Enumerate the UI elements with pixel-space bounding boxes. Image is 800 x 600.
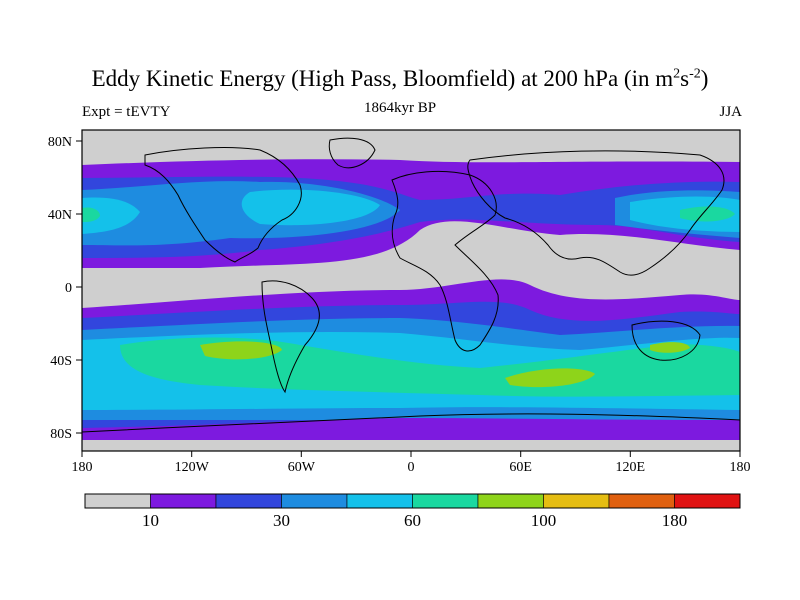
colorbar-swatch [346,493,413,509]
colorbar-labels: 10 30 60 100 180 [142,511,687,530]
experiment-label: Expt = tEVTY [82,104,171,120]
coastlines [82,137,740,433]
lon-label-120w: 120W [175,460,210,475]
colorbar-swatch [543,493,610,509]
lat-label-80n: 80N [48,135,72,150]
europe-africa-outline [391,170,499,352]
lon-label-60w: 60W [288,460,316,475]
colorbar-label-30: 30 [273,511,290,530]
sh-band-level-6a [200,341,282,360]
greenland-outline [328,137,376,169]
colorbar-swatch [150,493,217,509]
lon-axis: 180 120W 60W 0 60E 120E 180 [72,451,751,475]
colorbar-label-180: 180 [662,511,688,530]
nh-band-level-5 [680,206,735,222]
chart-title: Eddy Kinetic Energy (High Pass, Bloomfie… [91,66,709,91]
sh-polar-level-1 [82,418,740,440]
nh-band-level-5b [82,207,100,222]
asia-outline [467,150,725,276]
colorbar [84,493,741,509]
map-field [82,130,740,451]
colorbar-label-10: 10 [142,511,159,530]
season-label: JJA [719,104,742,120]
sh-band-level-6b [505,368,595,388]
colorbar-swatch [477,493,544,509]
australia-outline [631,320,701,361]
colorbar-swatch [674,493,741,509]
lon-label-180w: 180 [72,460,93,475]
colorbar-swatch [412,493,479,509]
colorbar-label-60: 60 [404,511,421,530]
colorbar-swatch [215,493,282,509]
lat-axis: 80N 40N 0 40S 80S [48,135,82,442]
lon-label-180e: 180 [730,460,751,475]
lon-label-0: 0 [408,460,415,475]
sh-band-level-6c [650,342,690,353]
colorbar-swatch [608,493,675,509]
south-america-outline [261,280,320,394]
nh-band-level-4b [241,189,380,226]
lat-label-40s: 40S [50,354,72,369]
period-label: 1864kyr BP [363,100,437,116]
colorbar-swatch [84,493,151,509]
colorbar-frame [84,493,741,509]
lat-label-40n: 40N [48,208,72,223]
colorbar-label-100: 100 [531,511,557,530]
lon-label-120e: 120E [616,460,646,475]
colorbar-swatch [281,493,348,509]
lat-label-0: 0 [65,281,72,296]
lat-label-80s: 80S [50,427,72,442]
north-america-outline [144,147,302,263]
lon-label-60e: 60E [509,460,532,475]
antarctica-outline [82,413,740,433]
nh-band-level-4 [82,197,140,234]
